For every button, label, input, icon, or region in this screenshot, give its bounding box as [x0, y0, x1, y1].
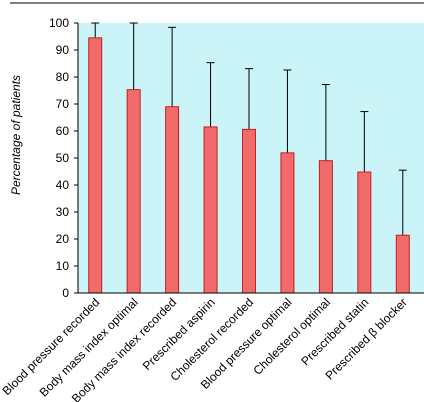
bar: [203, 126, 218, 294]
y-tick-label: 10: [56, 259, 70, 273]
bar: [280, 152, 295, 294]
y-tick-label: 60: [56, 124, 70, 138]
y-axis-ticks: 0 10 20 30 40 50 60 70 80 90 100: [49, 16, 78, 300]
y-tick-label: 80: [56, 70, 70, 84]
bar: [126, 89, 141, 294]
y-tick-label: 40: [56, 178, 70, 192]
y-tick-label: 30: [56, 205, 70, 219]
bar: [165, 106, 180, 294]
y-tick-label: 50: [56, 151, 70, 165]
bar: [395, 234, 410, 294]
bar: [88, 37, 103, 294]
y-axis-label: Percentage of patients: [9, 75, 23, 195]
bar: [242, 128, 256, 294]
y-tick-label: 100: [49, 16, 69, 30]
category-label: Prescribed statin: [298, 295, 371, 368]
y-tick-label: 0: [62, 286, 69, 300]
y-tick-label: 20: [56, 232, 70, 246]
bars: [88, 37, 410, 294]
y-tick-label: 70: [56, 97, 70, 111]
axes: [77, 23, 424, 294]
y-tick-label: 90: [56, 43, 70, 57]
bar: [357, 171, 372, 294]
bar: [318, 160, 333, 294]
